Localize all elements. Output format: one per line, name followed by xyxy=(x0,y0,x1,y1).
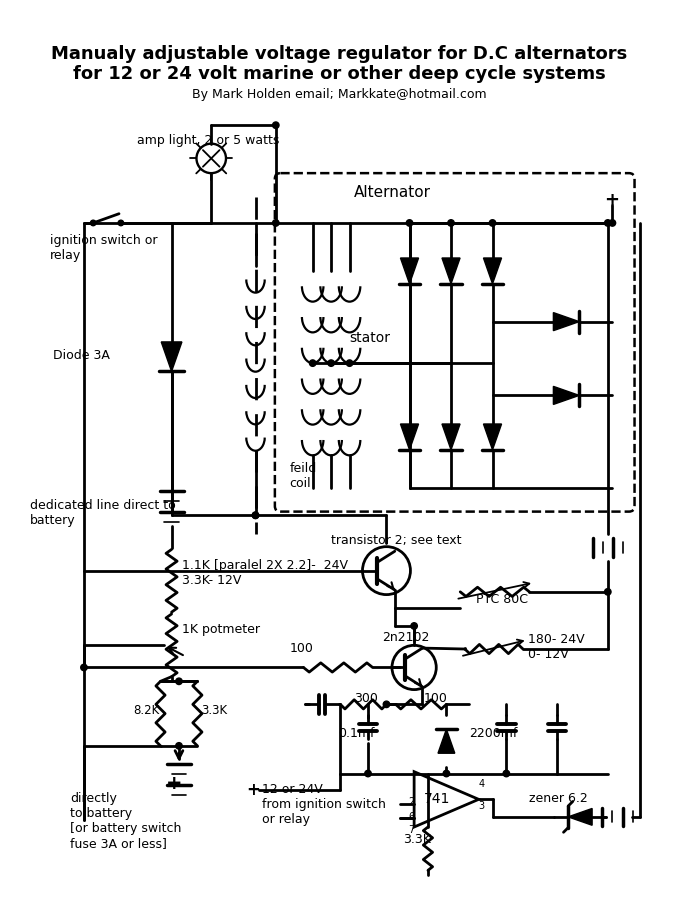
Text: 1.1K [paralel 2X 2.2]-  24V
3.3K- 12V: 1.1K [paralel 2X 2.2]- 24V 3.3K- 12V xyxy=(182,559,348,586)
Circle shape xyxy=(176,743,182,749)
Polygon shape xyxy=(483,424,502,449)
Circle shape xyxy=(328,360,334,367)
Circle shape xyxy=(365,770,371,777)
Circle shape xyxy=(447,220,454,226)
Text: 100: 100 xyxy=(290,641,314,654)
Polygon shape xyxy=(438,730,455,754)
Text: 1K potmeter: 1K potmeter xyxy=(182,623,260,636)
Text: +: + xyxy=(246,781,260,799)
Text: zener 6.2: zener 6.2 xyxy=(530,792,588,805)
Circle shape xyxy=(604,588,611,596)
Text: 4: 4 xyxy=(479,779,485,789)
Text: 7: 7 xyxy=(408,825,414,835)
Text: +: + xyxy=(166,774,183,792)
Text: 741: 741 xyxy=(424,792,450,806)
Polygon shape xyxy=(483,258,502,284)
Text: Alternator: Alternator xyxy=(354,185,431,200)
Text: 2200mf: 2200mf xyxy=(469,728,518,741)
Text: feild
coil: feild coil xyxy=(290,462,317,490)
Circle shape xyxy=(118,221,124,226)
Circle shape xyxy=(443,770,449,777)
Text: 6: 6 xyxy=(408,812,414,823)
Text: +: + xyxy=(604,190,619,209)
Circle shape xyxy=(383,701,390,708)
Circle shape xyxy=(503,770,509,777)
Polygon shape xyxy=(553,386,579,404)
Text: transistor 2; see text: transistor 2; see text xyxy=(331,534,462,547)
Circle shape xyxy=(272,220,279,226)
Text: amp light, 2 or 5 watts: amp light, 2 or 5 watts xyxy=(137,134,280,147)
Text: Diode 3A: Diode 3A xyxy=(52,349,109,362)
Text: 180- 24V
0- 12V: 180- 24V 0- 12V xyxy=(528,633,584,662)
Circle shape xyxy=(90,221,96,226)
Circle shape xyxy=(253,512,259,518)
Polygon shape xyxy=(553,312,579,331)
Polygon shape xyxy=(161,342,182,371)
Text: 0.1mf: 0.1mf xyxy=(339,728,375,741)
Circle shape xyxy=(253,512,259,518)
Text: 3: 3 xyxy=(479,801,485,811)
Polygon shape xyxy=(442,424,460,449)
Text: Manualy adjustable voltage regulator for D.C alternators: Manualy adjustable voltage regulator for… xyxy=(52,45,627,63)
Text: dedicated line direct to
battery: dedicated line direct to battery xyxy=(30,499,175,527)
Text: stator: stator xyxy=(350,331,390,345)
Text: 8.2K: 8.2K xyxy=(133,704,159,718)
Text: 300: 300 xyxy=(354,692,378,706)
Text: directly
to battery
[or battery switch
fuse 3A or less]: directly to battery [or battery switch f… xyxy=(70,792,181,850)
Text: 3.3K: 3.3K xyxy=(201,704,227,718)
Circle shape xyxy=(310,360,316,367)
Circle shape xyxy=(81,664,87,671)
Circle shape xyxy=(490,220,496,226)
Text: 12 or 24V
from ignition switch
or relay: 12 or 24V from ignition switch or relay xyxy=(262,783,386,826)
Text: By Mark Holden email; Markkate@hotmail.com: By Mark Holden email; Markkate@hotmail.c… xyxy=(192,88,487,101)
Text: PTC 80C: PTC 80C xyxy=(476,593,528,606)
Polygon shape xyxy=(401,258,418,284)
Circle shape xyxy=(272,122,279,129)
Text: 2n2102: 2n2102 xyxy=(382,630,429,643)
Polygon shape xyxy=(442,258,460,284)
Text: 3.3K: 3.3K xyxy=(403,834,431,846)
Text: ignition switch or
relay: ignition switch or relay xyxy=(50,234,158,262)
Circle shape xyxy=(176,678,182,685)
Circle shape xyxy=(411,623,418,630)
Polygon shape xyxy=(568,809,592,825)
Polygon shape xyxy=(401,424,418,449)
Text: 2: 2 xyxy=(408,798,414,808)
Circle shape xyxy=(406,220,413,226)
Text: for 12 or 24 volt marine or other deep cycle systems: for 12 or 24 volt marine or other deep c… xyxy=(73,65,606,84)
Circle shape xyxy=(346,360,353,367)
Circle shape xyxy=(604,220,611,226)
Text: 100: 100 xyxy=(423,692,447,706)
Circle shape xyxy=(609,220,616,226)
